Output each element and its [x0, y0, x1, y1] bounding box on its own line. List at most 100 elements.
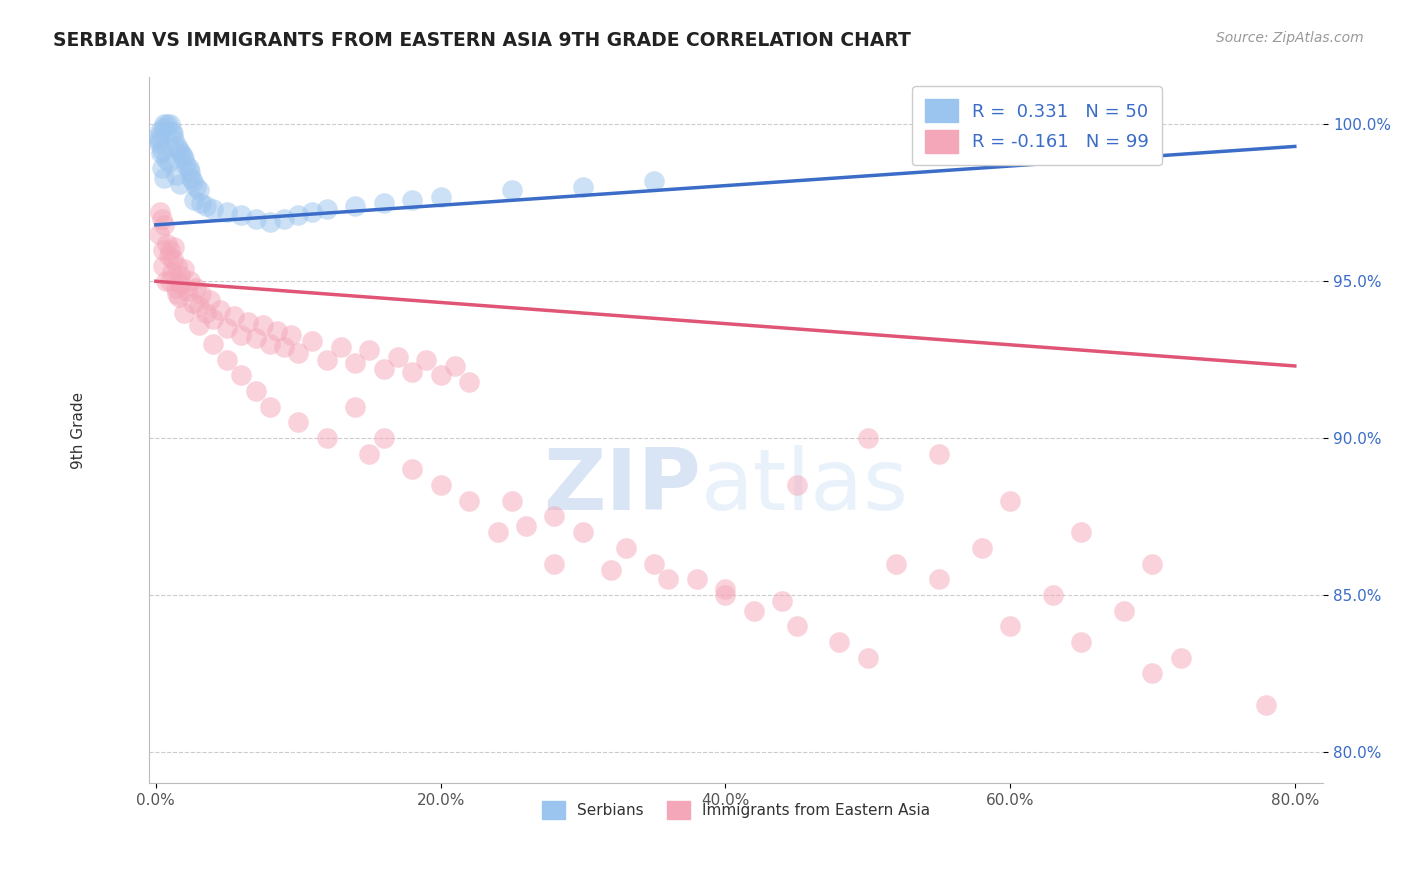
Point: [215, 352, 238, 367]
Point: [1170, 650, 1192, 665]
Point: [157, 249, 180, 263]
Point: [856, 650, 879, 665]
Point: [643, 174, 665, 188]
Point: [184, 180, 207, 194]
Point: [179, 274, 201, 288]
Point: [1070, 635, 1092, 649]
Point: [169, 268, 191, 282]
Point: [208, 302, 231, 317]
Point: [1256, 698, 1278, 712]
Point: [429, 478, 451, 492]
Point: [167, 143, 190, 157]
Point: [998, 493, 1021, 508]
Y-axis label: 9th Grade: 9th Grade: [72, 392, 86, 469]
Point: [187, 299, 209, 313]
Point: [149, 124, 172, 138]
Point: [786, 619, 808, 633]
Point: [856, 431, 879, 445]
Point: [194, 305, 217, 319]
Point: [714, 588, 737, 602]
Point: [401, 193, 423, 207]
Point: [152, 259, 174, 273]
Point: [198, 293, 221, 307]
Point: [190, 195, 212, 210]
Point: [259, 215, 281, 229]
Point: [315, 352, 337, 367]
Point: [970, 541, 993, 555]
Point: [153, 118, 176, 132]
Point: [486, 525, 509, 540]
Text: atlas: atlas: [700, 445, 908, 528]
Point: [159, 243, 181, 257]
Point: [215, 205, 238, 219]
Point: [287, 416, 309, 430]
Point: [429, 189, 451, 203]
Point: [148, 227, 170, 242]
Point: [344, 199, 367, 213]
Point: [429, 368, 451, 383]
Point: [155, 274, 177, 288]
Point: [252, 318, 274, 333]
Point: [657, 572, 679, 586]
Point: [172, 149, 194, 163]
Point: [280, 327, 302, 342]
Point: [359, 447, 381, 461]
Text: SERBIAN VS IMMIGRANTS FROM EASTERN ASIA 9TH GRADE CORRELATION CHART: SERBIAN VS IMMIGRANTS FROM EASTERN ASIA …: [53, 31, 911, 50]
Point: [177, 161, 200, 176]
Point: [329, 340, 352, 354]
Point: [173, 305, 195, 319]
Point: [572, 525, 595, 540]
Point: [146, 130, 169, 145]
Point: [884, 557, 907, 571]
Point: [215, 321, 238, 335]
Point: [166, 259, 188, 273]
Point: [273, 211, 295, 226]
Point: [415, 352, 437, 367]
Point: [187, 183, 209, 197]
Point: [301, 205, 323, 219]
Point: [359, 343, 381, 358]
Point: [458, 375, 481, 389]
Point: [742, 603, 765, 617]
Point: [159, 118, 181, 132]
Point: [160, 265, 183, 279]
Point: [201, 312, 224, 326]
Point: [259, 337, 281, 351]
Point: [165, 168, 187, 182]
Point: [543, 509, 565, 524]
Point: [714, 582, 737, 596]
Point: [224, 309, 246, 323]
Point: [187, 318, 209, 333]
Point: [166, 139, 188, 153]
Point: [643, 557, 665, 571]
Point: [287, 209, 309, 223]
Point: [165, 280, 187, 294]
Point: [373, 362, 395, 376]
Text: ZIP: ZIP: [543, 445, 700, 528]
Point: [173, 261, 195, 276]
Point: [600, 563, 623, 577]
Point: [170, 277, 193, 292]
Point: [173, 152, 195, 166]
Point: [160, 124, 183, 138]
Point: [167, 290, 190, 304]
Point: [786, 478, 808, 492]
Point: [614, 541, 637, 555]
Point: [162, 252, 184, 267]
Point: [1042, 588, 1064, 602]
Point: [156, 236, 179, 251]
Point: [152, 120, 174, 135]
Point: [162, 127, 184, 141]
Point: [163, 240, 186, 254]
Point: [201, 337, 224, 351]
Point: [166, 286, 188, 301]
Point: [387, 350, 409, 364]
Point: [344, 400, 367, 414]
Point: [152, 170, 174, 185]
Point: [170, 145, 193, 160]
Point: [401, 365, 423, 379]
Point: [181, 296, 204, 310]
Point: [515, 519, 537, 533]
Point: [174, 158, 197, 172]
Point: [157, 155, 180, 169]
